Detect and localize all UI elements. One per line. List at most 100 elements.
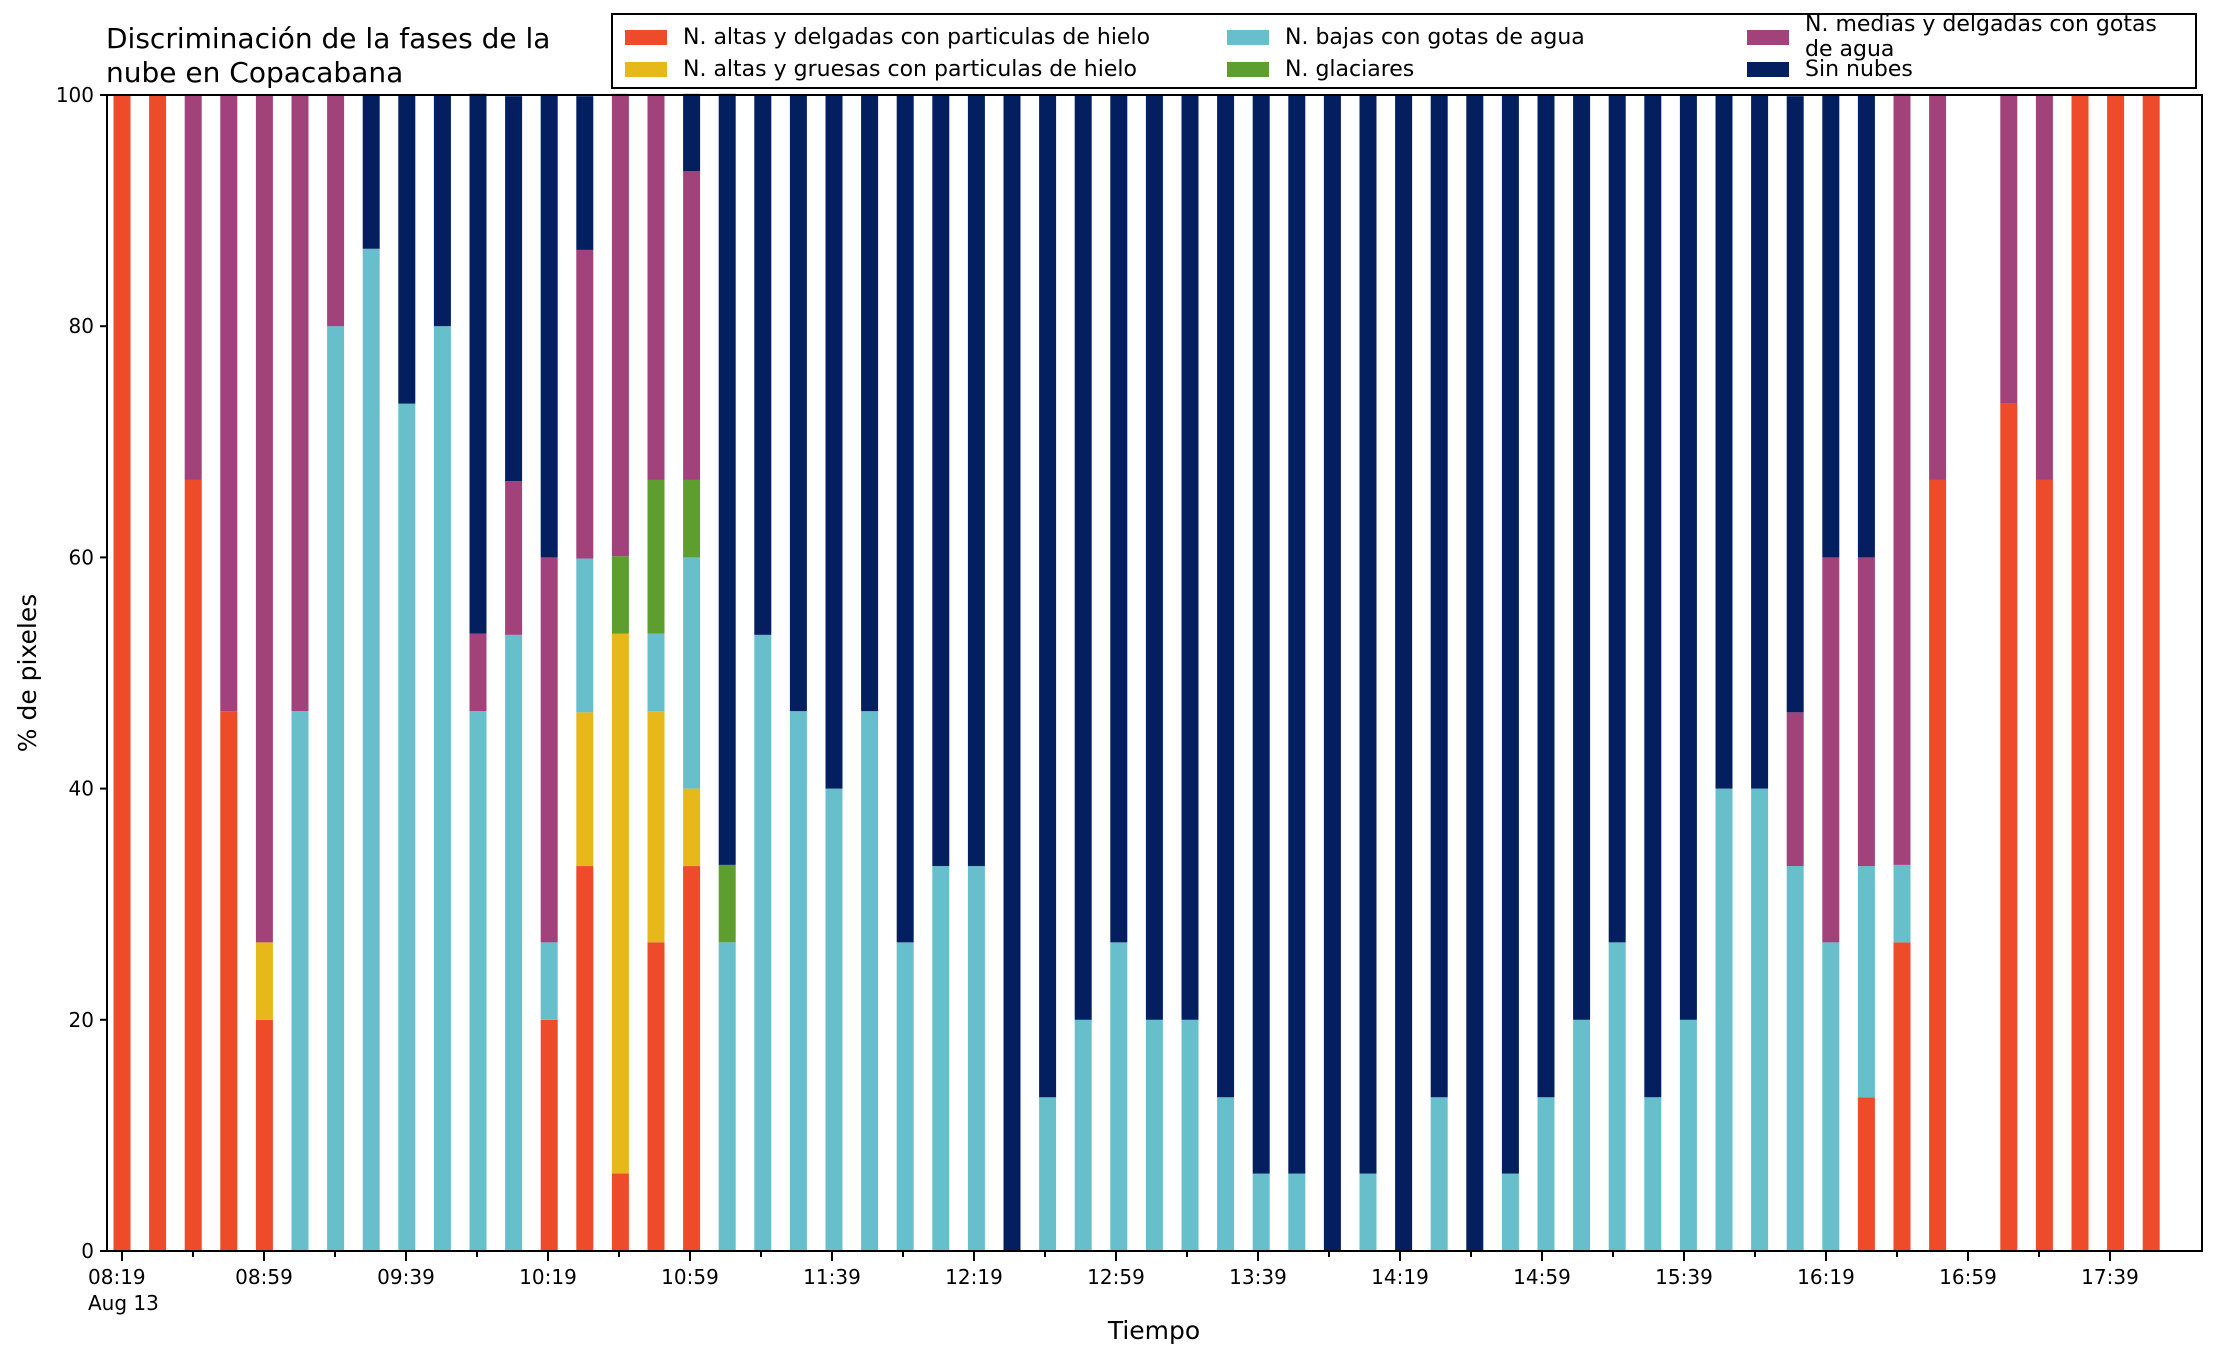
plot-frame: [106, 94, 2203, 1252]
x-tick-label: 10:19: [519, 1265, 577, 1289]
y-tick-label: 100: [56, 83, 94, 107]
bar-segment: [683, 479, 701, 558]
bar-segment: [789, 711, 807, 1251]
bar-segment: [540, 942, 558, 1020]
bar-segment: [1857, 557, 1875, 867]
x-axis-label: Tiempo: [1107, 1316, 1200, 1345]
bar-segment: [576, 712, 594, 867]
bar-segment: [754, 95, 772, 635]
bar-segment: [255, 95, 273, 943]
bar-segment: [184, 479, 202, 1251]
bar-segment: [1786, 866, 1804, 1251]
bar-segment: [1181, 95, 1199, 1020]
bar-segment: [932, 866, 950, 1251]
bar-segment: [611, 93, 629, 557]
bar-segment: [576, 249, 594, 559]
bar-segment: [1145, 95, 1163, 1020]
bar-segment: [1359, 95, 1377, 1174]
bar-segment: [683, 866, 701, 1251]
bar-segment: [255, 942, 273, 1020]
legend-label: N. medias y delgadas con gotas de agua: [1805, 12, 2157, 62]
bar-segment: [327, 326, 345, 1251]
bar-segment: [647, 711, 665, 943]
bar-segment: [362, 95, 380, 249]
bar-segment: [1537, 95, 1555, 1098]
x-tick-label: 16:19: [1797, 1265, 1855, 1289]
bar-segment: [220, 95, 238, 712]
x-axis: 08:19 Aug 13 08:59 09:39 10:19 10:59 11:39 12:1…: [88, 1251, 2139, 1315]
bar-segment: [1288, 95, 1306, 1174]
bar-segment: [1857, 1097, 1875, 1251]
legend-swatch: [1227, 61, 1269, 77]
bar-segment: [505, 96, 523, 482]
bar-segment: [683, 788, 701, 867]
y-tick-label: 40: [69, 777, 94, 801]
bar-segment: [1501, 1173, 1519, 1251]
bar-segment: [718, 93, 736, 865]
bar-segment: [1715, 95, 1733, 789]
bar-segment: [1252, 95, 1270, 1174]
bar-segment: [611, 633, 629, 1174]
bar-segment: [1893, 864, 1911, 943]
x-tick-label: 08:19 Aug 13: [88, 1265, 159, 1315]
bar-segment: [1039, 95, 1057, 1098]
x-tick-label: 17:39: [2081, 1265, 2139, 1289]
bar-segment: [896, 95, 914, 943]
x-tick-label: 12:59: [1087, 1265, 1145, 1289]
bar-segment: [647, 479, 665, 634]
bars-group: [113, 93, 2160, 1251]
legend-swatch: [1227, 29, 1269, 45]
bar-segment: [1074, 95, 1092, 1020]
bar-segment: [1786, 712, 1804, 867]
chart-title: Discriminación de la fases de la nube en…: [106, 22, 551, 89]
bar-segment: [540, 95, 558, 558]
bar-segment: [469, 633, 487, 712]
bar-segment: [647, 633, 665, 712]
bar-segment: [1786, 96, 1804, 713]
bar-segment: [576, 558, 594, 713]
bar-segment: [1857, 95, 1875, 558]
bar-segment: [362, 248, 380, 1251]
bar-segment: [2035, 479, 2053, 1251]
x-tick-label: 14:59: [1513, 1265, 1571, 1289]
bar-segment: [647, 95, 665, 480]
bar-segment: [505, 481, 523, 635]
bar-segment: [611, 1173, 629, 1251]
bar-segment: [291, 95, 309, 712]
legend-item: N. bajas con gotas de agua: [1227, 21, 1747, 53]
legend-label: N. altas y delgadas con particulas de hi…: [683, 24, 1151, 50]
bar-segment: [433, 95, 451, 327]
bar-segment: [1608, 95, 1626, 943]
bar-segment: [789, 95, 807, 712]
bar-segment: [1857, 866, 1875, 1098]
bar-segment: [1288, 1173, 1306, 1251]
bar-segment: [433, 326, 451, 1251]
x-tick-label: 12:19: [945, 1265, 1003, 1289]
y-tick-label: 20: [69, 1008, 94, 1032]
bar-segment: [327, 95, 345, 327]
bar-segment: [2142, 95, 2160, 1251]
bar-segment: [1359, 1173, 1377, 1251]
x-tick-label: 14:19: [1371, 1265, 1429, 1289]
legend-swatch: [625, 61, 667, 77]
bar-segment: [1217, 95, 1235, 1098]
bar-segment: [576, 866, 594, 1251]
bar-segment: [896, 942, 914, 1251]
legend-label: N. bajas con gotas de agua: [1285, 24, 1585, 50]
bar-segment: [1822, 942, 1840, 1251]
bar-segment: [861, 711, 879, 1251]
y-tick-label: 60: [69, 545, 94, 569]
bar-segment: [1217, 1097, 1235, 1251]
bar-segment: [1430, 95, 1448, 1098]
y-tick-label: 80: [69, 314, 94, 338]
legend-swatch: [625, 29, 667, 45]
bar-segment: [2071, 95, 2089, 1251]
bar-segment: [683, 171, 701, 480]
legend-label: N. altas y gruesas con particulas de hie…: [683, 56, 1137, 82]
y-tick-label: 0: [81, 1239, 94, 1263]
bar-segment: [1822, 557, 1840, 943]
bar-segment: [861, 95, 879, 712]
legend-swatch: [1747, 29, 1789, 45]
bar-segment: [683, 93, 701, 172]
legend-label: N. glaciares: [1285, 56, 1415, 82]
